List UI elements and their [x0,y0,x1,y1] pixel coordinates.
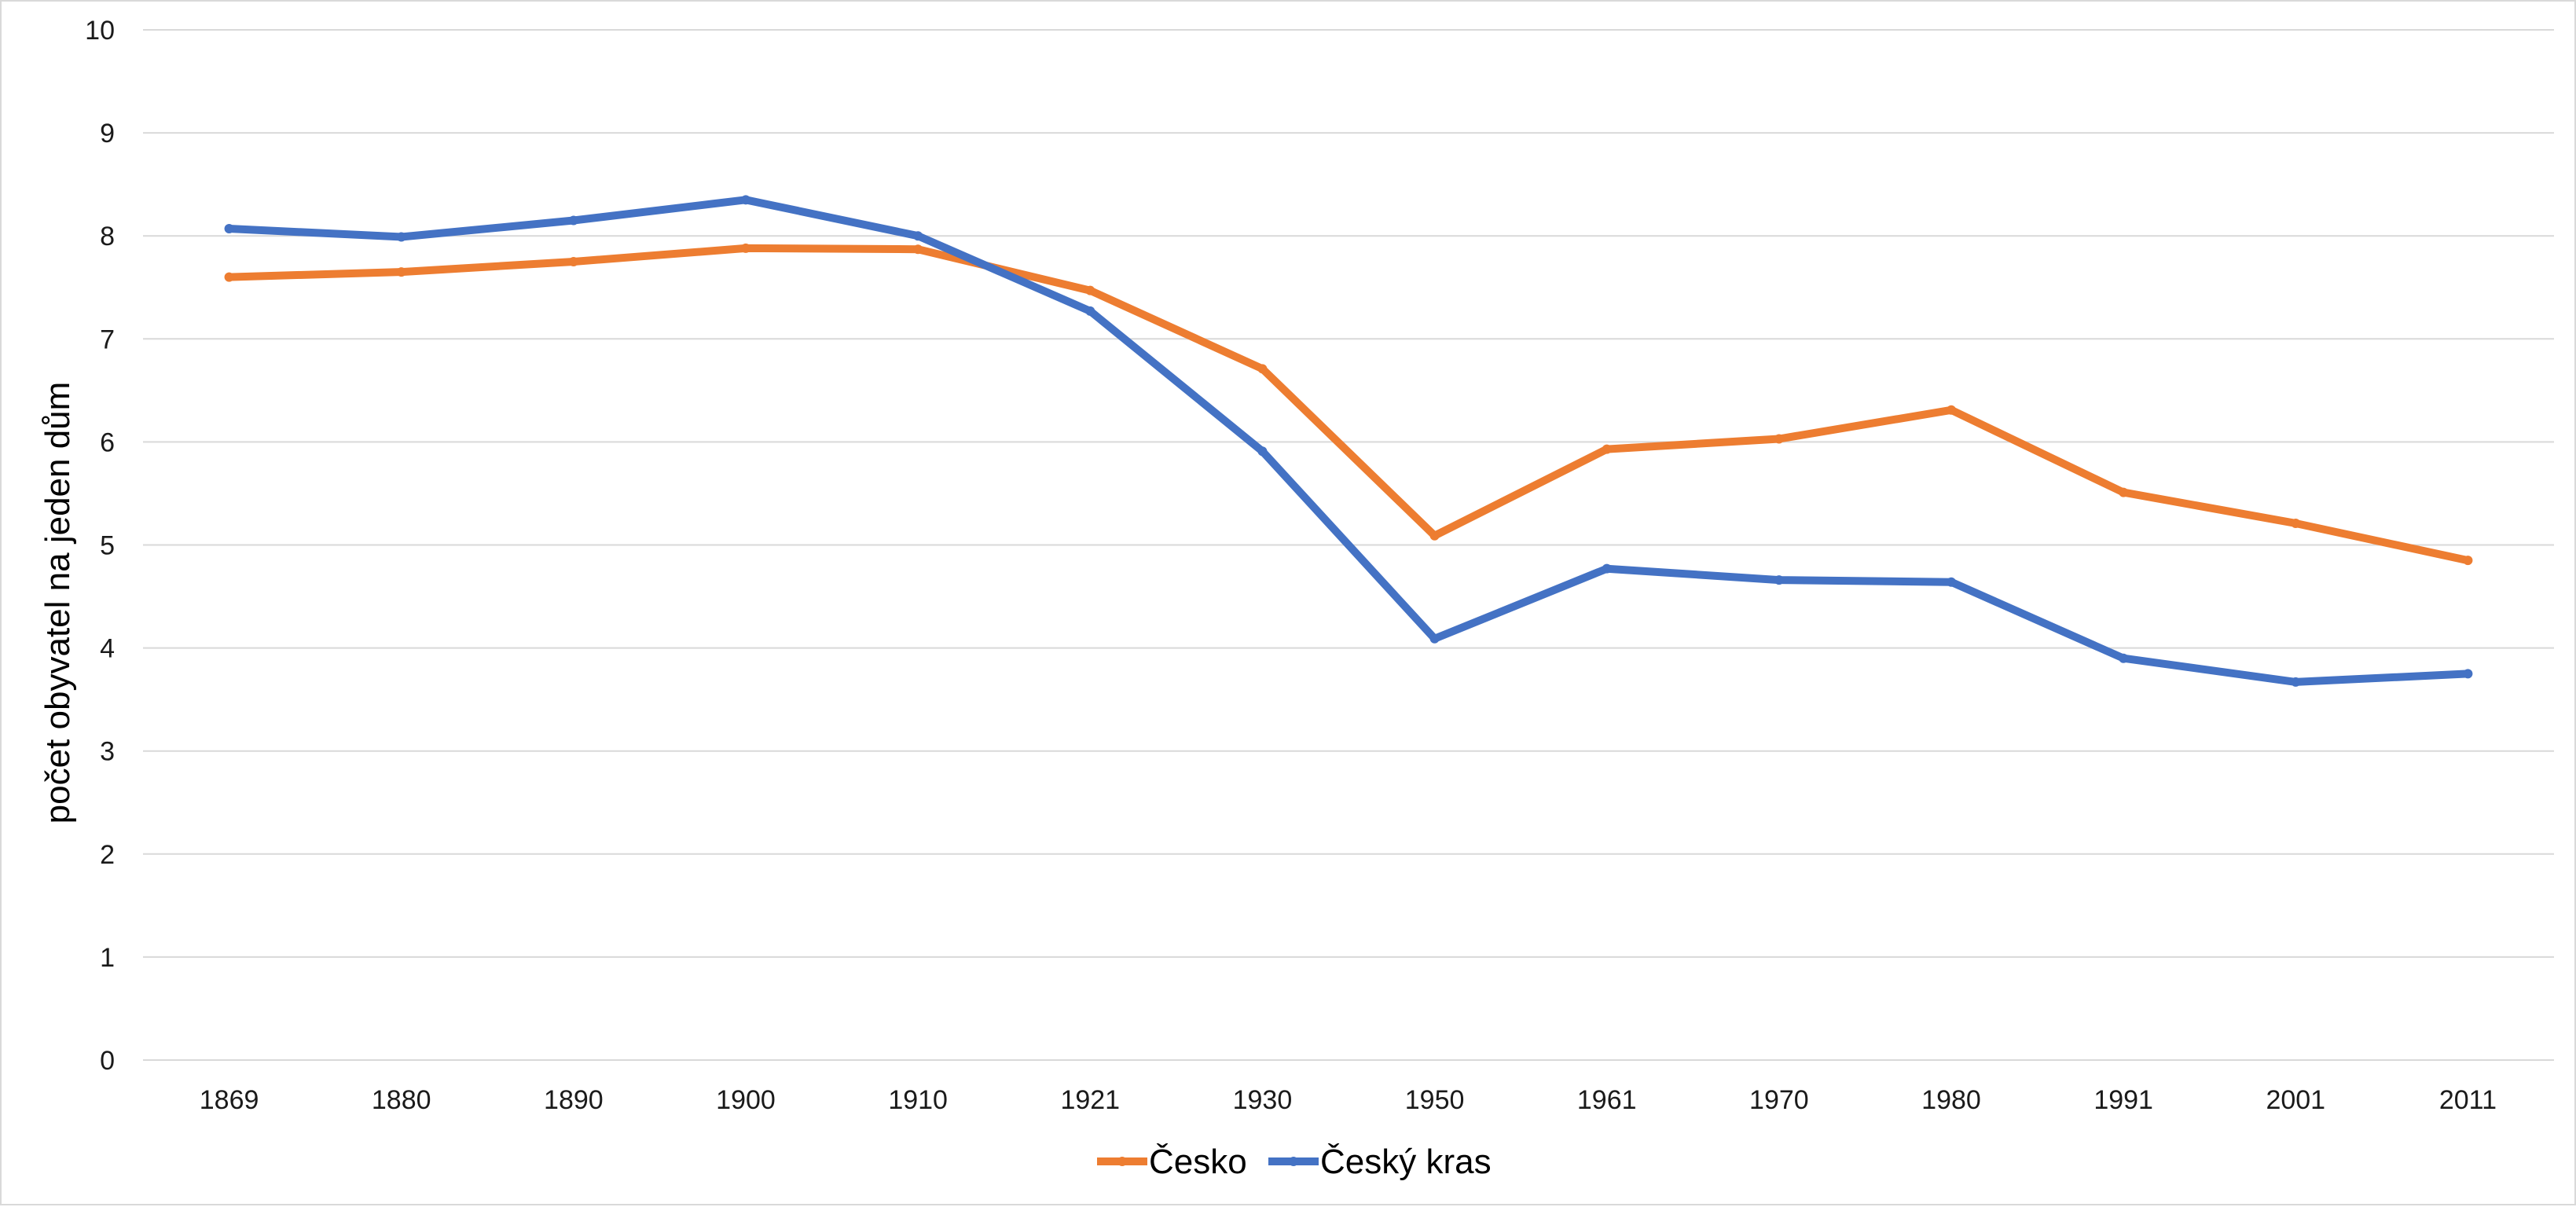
x-tick-label: 1961 [1577,1085,1637,1115]
data-point [2463,556,2473,566]
data-point [1429,530,1440,541]
x-axis-ticks: 1869 1880 1890 1900 1910 1921 1930 1950 1961 1970… [200,1085,2497,1115]
y-tick-label: 9 [100,119,115,149]
data-point [1085,285,1095,295]
x-tick-label: 1970 [1749,1085,1809,1115]
y-tick-label: 6 [100,427,115,457]
y-tick-label: 5 [100,531,115,561]
x-tick-label: 1980 [1921,1085,1981,1115]
x-tick-label: 1991 [2093,1085,2153,1115]
data-point [1947,405,1956,415]
y-axis-label: počet obyvatel na jeden dům [39,382,77,824]
y-tick-label: 4 [100,634,115,664]
data-point [2119,653,2129,663]
data-point [1774,434,1784,444]
data-point [1602,444,1612,454]
data-point [1085,306,1095,316]
y-tick-label: 1 [100,943,115,973]
y-tick-label: 10 [85,16,115,46]
x-tick-label: 1880 [372,1085,431,1115]
x-tick-label: 1869 [200,1085,259,1115]
data-point [1774,575,1784,585]
data-point [741,195,750,205]
legend-marker-1 [1289,1157,1298,1166]
x-tick-label: 2001 [2266,1085,2325,1115]
data-point [224,224,234,234]
data-point [568,215,578,226]
legend-label-1: Český kras [1320,1142,1492,1181]
y-tick-label: 2 [100,840,115,870]
y-tick-label: 3 [100,737,115,767]
y-axis-ticks: 0 1 2 3 4 5 6 7 8 9 10 [85,16,115,1076]
series-line-0 [225,244,2472,565]
data-point [1429,633,1440,644]
data-point [913,244,923,255]
legend-marker-0 [1117,1157,1127,1166]
data-point [913,231,923,241]
legend: Česko Český kras [1097,1142,1492,1181]
data-point [1947,577,1956,587]
data-point [224,272,234,282]
data-point [396,267,406,277]
y-tick-label: 8 [100,222,115,251]
data-point [2119,487,2129,497]
series-line-1 [225,196,2472,686]
legend-label-0: Česko [1149,1142,1247,1181]
x-tick-label: 1950 [1405,1085,1465,1115]
x-tick-label: 1930 [1233,1085,1293,1115]
x-tick-label: 1910 [888,1085,948,1115]
data-point [2291,677,2301,687]
x-tick-label: 1890 [544,1085,604,1115]
series-lines [224,195,2473,687]
data-point [568,256,578,266]
x-tick-label: 1921 [1060,1085,1120,1115]
data-point [2291,518,2301,528]
data-point [1602,563,1612,574]
data-point [741,243,750,253]
x-tick-label: 2011 [2439,1085,2497,1115]
y-tick-label: 0 [100,1046,115,1076]
x-tick-label: 1900 [716,1085,776,1115]
data-point [396,232,406,242]
y-tick-label: 7 [100,325,115,354]
data-point [2463,669,2473,679]
data-point [1257,446,1268,457]
data-point [1257,364,1268,374]
